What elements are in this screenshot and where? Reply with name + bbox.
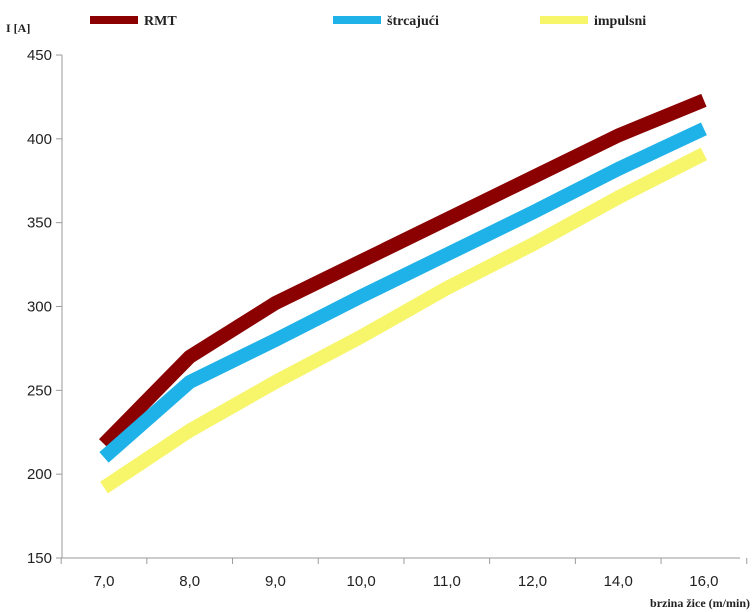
y-tick-label: 200 bbox=[27, 466, 52, 483]
x-tick-label: 8,0 bbox=[179, 573, 200, 590]
x-tick-label: 10,0 bbox=[346, 573, 375, 590]
y-axis-ticks: 150 200 250 300 350 400 450 bbox=[27, 47, 62, 567]
y-tick-label: 400 bbox=[27, 131, 52, 148]
y-tick-label: 300 bbox=[27, 299, 52, 316]
x-tick-label: 14,0 bbox=[604, 573, 633, 590]
legend-label: impulsni bbox=[594, 14, 646, 29]
y-axis-title: I [A] bbox=[6, 21, 30, 35]
series-lines bbox=[99, 93, 708, 494]
legend-label: štrcajući bbox=[387, 14, 439, 29]
x-tick-label: 12,0 bbox=[518, 573, 547, 590]
x-tick-label: 9,0 bbox=[265, 573, 286, 590]
y-tick-label: 450 bbox=[27, 47, 52, 64]
series-line-2 bbox=[100, 147, 708, 494]
legend-label: RMT bbox=[144, 14, 177, 29]
x-tick-label: 16,0 bbox=[689, 573, 718, 590]
y-tick-label: 250 bbox=[27, 382, 52, 399]
x-tick-label: 7,0 bbox=[94, 573, 115, 590]
x-axis-ticks: 7,0 8,0 9,0 10,0 11,0 12,0 14,0 16,0 bbox=[60, 558, 748, 590]
series-line-1 bbox=[99, 122, 707, 463]
x-tick-label: 11,0 bbox=[433, 573, 461, 590]
y-tick-label: 150 bbox=[27, 550, 52, 567]
x-axis-title: brzina žice (m/min) bbox=[650, 596, 750, 610]
series-line-0 bbox=[99, 93, 707, 449]
y-tick-label: 350 bbox=[27, 215, 52, 232]
legend: RMT štrcajući impulsni bbox=[90, 14, 646, 29]
